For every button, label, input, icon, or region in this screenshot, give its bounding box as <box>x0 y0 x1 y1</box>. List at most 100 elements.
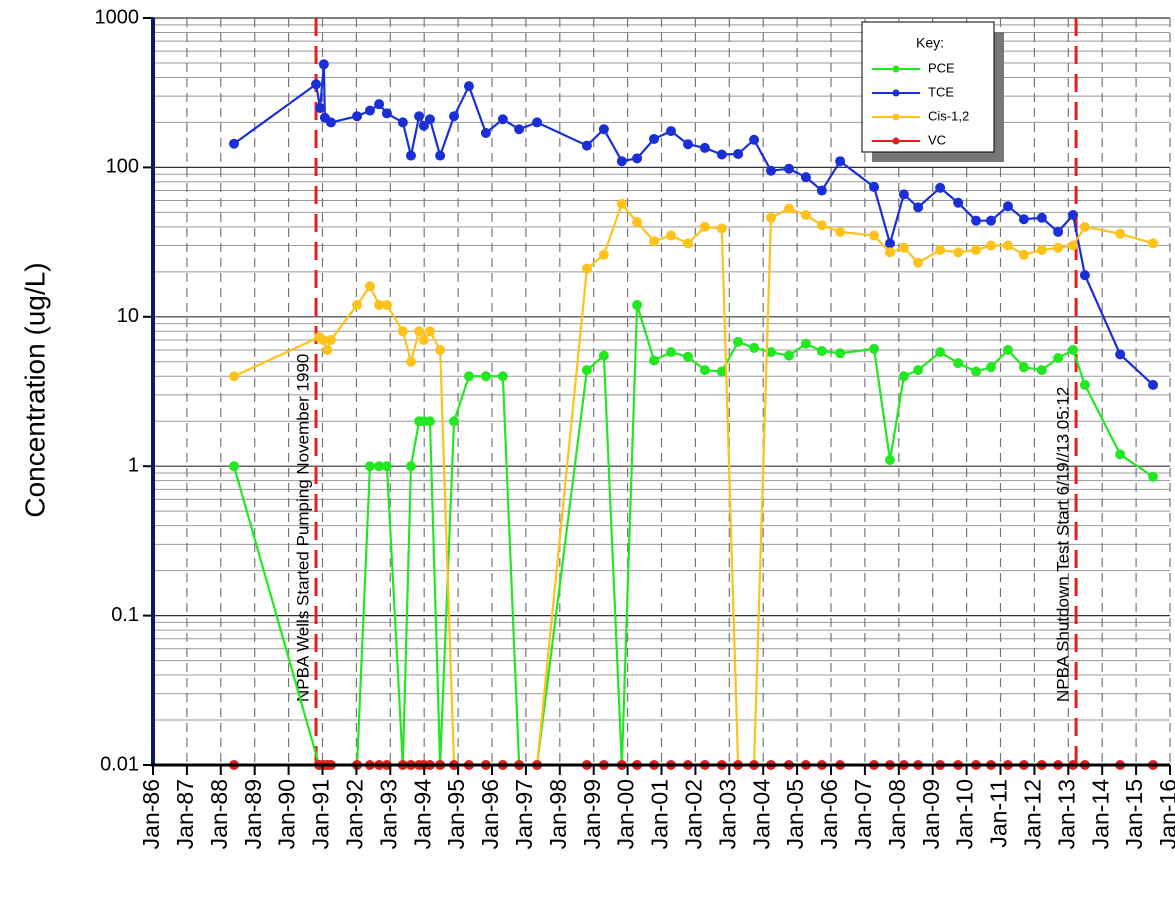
legend-swatch-dot <box>892 113 900 121</box>
data-point <box>632 153 643 164</box>
data-point <box>913 202 924 213</box>
data-point <box>1053 226 1064 237</box>
data-point <box>716 223 727 234</box>
data-point <box>1002 240 1013 251</box>
x-tick-label: Jan-02 <box>680 779 706 849</box>
data-point <box>581 263 592 274</box>
x-tick-label: Jan-86 <box>138 779 164 849</box>
data-point <box>598 350 609 361</box>
data-point <box>325 334 336 345</box>
data-point <box>884 238 895 249</box>
data-point <box>598 124 609 135</box>
data-point <box>986 215 997 226</box>
data-point <box>816 220 827 231</box>
x-tick-label: Jan-14 <box>1087 779 1113 850</box>
data-point <box>397 326 408 337</box>
data-point <box>364 281 375 292</box>
data-point <box>1018 249 1029 260</box>
x-tick-label: Jan-98 <box>545 779 571 849</box>
x-tick-label: Jan-01 <box>647 779 673 849</box>
data-point <box>381 461 392 472</box>
x-tick-label: Jan-92 <box>341 779 367 849</box>
data-point <box>699 365 710 376</box>
data-point <box>418 120 429 131</box>
data-point <box>405 356 416 367</box>
x-tick-label: Jan-08 <box>884 779 910 849</box>
data-point <box>1115 228 1126 239</box>
data-point <box>1148 471 1159 482</box>
data-point <box>616 156 627 167</box>
x-tick-label: Jan-03 <box>714 779 740 849</box>
data-point <box>311 79 322 90</box>
data-point <box>632 299 643 310</box>
x-tick-label: Jan-11 <box>986 779 1012 848</box>
legend-swatch-dot <box>892 137 900 145</box>
data-point <box>884 247 895 258</box>
x-tick-label: Jan-96 <box>477 779 503 849</box>
data-point <box>374 461 385 472</box>
x-tick-label: Jan-91 <box>308 779 334 849</box>
data-point <box>699 221 710 232</box>
data-point <box>665 230 676 241</box>
data-point <box>424 416 435 427</box>
y-tick-label: 1000 <box>95 6 140 28</box>
y-tick-label: 0.01 <box>100 753 139 775</box>
data-point <box>1036 212 1047 223</box>
y-tick-label: 0.1 <box>111 604 139 626</box>
data-point <box>971 366 982 377</box>
data-point <box>682 351 693 362</box>
data-point <box>869 343 880 354</box>
x-tick-label: Jan-09 <box>918 779 944 849</box>
data-point <box>424 326 435 337</box>
x-tick-label: Jan-06 <box>816 779 842 849</box>
data-point <box>749 134 760 145</box>
data-point <box>665 126 676 137</box>
data-point <box>463 371 474 382</box>
x-tick-label: Jan-05 <box>782 779 808 849</box>
data-point <box>598 249 609 260</box>
legend-label: VC <box>928 132 946 147</box>
legend-box <box>861 21 995 153</box>
data-point <box>699 142 710 153</box>
legend-swatch-dot <box>892 89 900 97</box>
y-tick-label: 10 <box>117 305 139 327</box>
data-point <box>971 244 982 255</box>
data-point <box>414 111 425 122</box>
data-point <box>716 366 727 377</box>
data-point <box>835 348 846 359</box>
axes: 0.01 0.1 1 10 100 1000 Jan-86 Jan-87 Jan-88 Jan-8… <box>95 6 1175 849</box>
data-point <box>884 455 895 466</box>
data-point <box>229 371 240 382</box>
data-point <box>364 105 375 116</box>
data-point <box>935 182 946 193</box>
data-point <box>322 344 333 355</box>
data-point <box>315 102 326 113</box>
data-point <box>898 242 909 253</box>
data-point <box>898 371 909 382</box>
data-point <box>374 99 385 110</box>
data-point <box>783 163 794 174</box>
x-tick-label: Jan-00 <box>613 779 639 849</box>
data-point <box>953 197 964 208</box>
y-tick-label: 100 <box>106 156 139 178</box>
data-point <box>514 124 525 135</box>
data-point <box>581 140 592 151</box>
data-point <box>733 336 744 347</box>
x-tick-label: Jan-15 <box>1121 779 1147 849</box>
data-point <box>1002 344 1013 355</box>
data-point <box>1079 221 1090 232</box>
data-point <box>352 299 363 310</box>
data-point <box>1053 352 1064 363</box>
data-point <box>435 344 446 355</box>
x-tick-label: Jan-89 <box>240 779 266 849</box>
legend-swatch-dot <box>892 65 900 73</box>
legend: Key: PCE TCE Cis-1,2 VC <box>861 21 1004 162</box>
x-tick-label: Jan-88 <box>206 779 232 849</box>
data-point <box>1115 449 1126 460</box>
data-point <box>783 350 794 361</box>
data-point <box>449 111 460 122</box>
x-tick-label: Jan-94 <box>409 779 435 850</box>
data-point <box>229 461 240 472</box>
x-tick-label: Jan-93 <box>375 779 401 849</box>
